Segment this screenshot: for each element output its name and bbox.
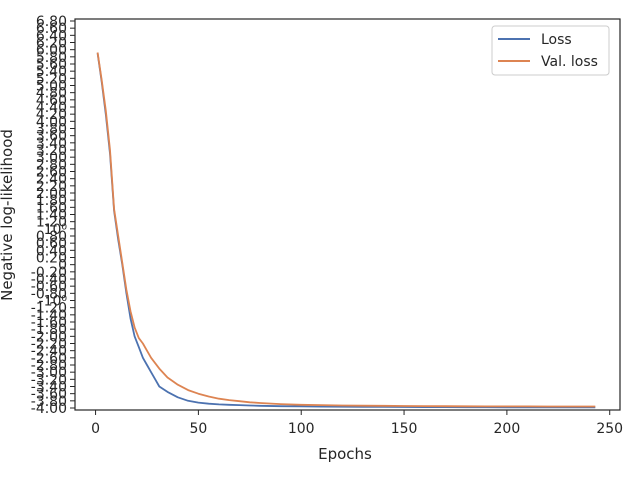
y-tick-label: -2.60 xyxy=(31,351,67,367)
y-tick-label: 6.60 xyxy=(36,21,67,37)
y-tick-label: 3.00 xyxy=(36,150,67,166)
y-tick-label: -2.40 xyxy=(31,344,67,360)
y-tick-label: 4.60 xyxy=(36,93,67,109)
x-tick-label: 50 xyxy=(189,421,207,437)
y-tick-label: 0.60 xyxy=(36,236,67,252)
y-tick-label: -2.80 xyxy=(31,358,67,374)
legend: Loss Val. loss xyxy=(491,25,610,76)
y-tick-label: 6.00 xyxy=(36,43,67,59)
y-axis-label: Negative log-likelihood xyxy=(0,129,16,301)
series-line-val-loss xyxy=(96,52,596,408)
y-tick-label: 10⁰ xyxy=(44,222,68,238)
y-tick-label: 1.20 xyxy=(36,215,67,231)
y-tick-label: 0.80 xyxy=(36,229,67,245)
x-axis-label: Epochs xyxy=(318,445,372,463)
y-tick-label: 6.80 xyxy=(36,14,67,30)
y-tick-label: 5.60 xyxy=(36,57,67,73)
y-tick-label: 0.20 xyxy=(36,251,67,267)
y-tick-label: 4.20 xyxy=(36,107,67,123)
y-tick-label: 5.80 xyxy=(36,50,67,66)
y-tick-label: -10⁰ xyxy=(39,294,68,310)
y-tick-label: 4.40 xyxy=(36,100,67,116)
y-tick-label: -3.60 xyxy=(31,387,67,403)
y-tick-label: 0.40 xyxy=(36,243,67,259)
y-tick-label: 3.20 xyxy=(36,143,67,159)
y-tick-label: 5.40 xyxy=(36,64,67,80)
y-tick-label: 2.60 xyxy=(36,165,67,181)
y-tick-label: -0.20 xyxy=(31,265,67,281)
x-tick-label: 250 xyxy=(596,421,623,437)
y-tick-label: -0.40 xyxy=(31,272,67,288)
y-tick-label: -1.20 xyxy=(31,301,67,317)
y-tick-label: -1.80 xyxy=(31,322,67,338)
y-tick-label: -3.40 xyxy=(31,380,67,396)
y-tick-label: 2.80 xyxy=(36,157,67,173)
y-tick-label: -2.00 xyxy=(31,329,67,345)
y-tick-label: 5.00 xyxy=(36,79,67,95)
y-tick-label: 3.40 xyxy=(36,136,67,152)
y-tick-label: -1.60 xyxy=(31,315,67,331)
y-tick-label: 2.00 xyxy=(36,186,67,202)
y-tick-label: 4.00 xyxy=(36,114,67,130)
y-tick-label: 2.40 xyxy=(36,172,67,188)
legend-label-loss: Loss xyxy=(541,32,572,48)
y-tick-label: -2.20 xyxy=(31,337,67,353)
y-axis: 6.806.606.406.206.005.805.605.405.205.00… xyxy=(31,14,75,417)
x-tick-label: 150 xyxy=(391,421,418,437)
y-tick-label: 0 xyxy=(58,258,67,274)
y-tick-label: -3.00 xyxy=(31,365,67,381)
legend-label-val-loss: Val. loss xyxy=(541,54,598,70)
y-tick-label: -1.40 xyxy=(31,308,67,324)
y-tick-label: -0.60 xyxy=(31,279,67,295)
y-tick-label: -4.00 xyxy=(31,401,67,417)
y-tick-label: 6.20 xyxy=(36,36,67,52)
y-tick-label: 1.40 xyxy=(36,208,67,224)
y-tick-label: -0.80 xyxy=(31,286,67,302)
y-tick-label: -3.20 xyxy=(31,372,67,388)
y-tick-label: 3.60 xyxy=(36,129,67,145)
series-layer xyxy=(96,52,596,409)
y-tick-label: 4.80 xyxy=(36,86,67,102)
y-tick-label: 1.60 xyxy=(36,200,67,216)
x-tick-label: 0 xyxy=(91,421,100,437)
x-tick-label: 200 xyxy=(494,421,521,437)
x-axis: 0 50 100 150 200 250 xyxy=(91,410,623,437)
y-tick-label: 5.20 xyxy=(36,71,67,87)
y-tick-label: 3.80 xyxy=(36,122,67,138)
y-tick-label: -3.80 xyxy=(31,394,67,410)
y-tick-label: 6.40 xyxy=(36,28,67,44)
y-tick-label: 1.80 xyxy=(36,193,67,209)
plot-area xyxy=(75,19,620,410)
y-tick-label: 2.20 xyxy=(36,179,67,195)
x-tick-label: 100 xyxy=(288,421,315,437)
